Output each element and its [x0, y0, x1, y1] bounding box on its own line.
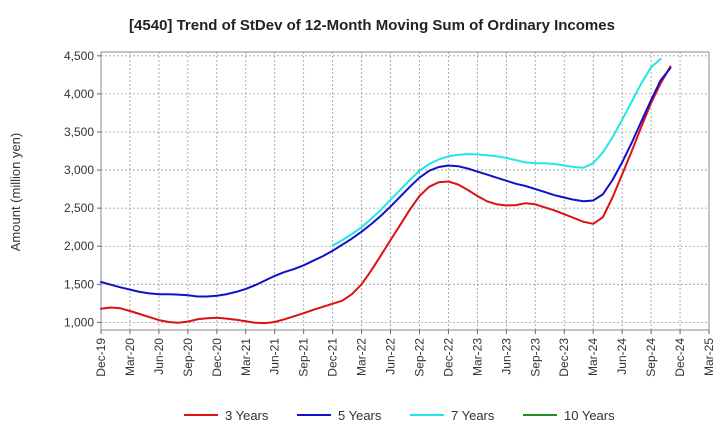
y-tick-label: 4,500	[64, 49, 94, 63]
y-axis-title: Amount (million yen)	[8, 133, 23, 252]
x-tick-label: Sep-24	[644, 338, 658, 377]
x-tick-label: Sep-20	[181, 338, 195, 377]
x-tick-label: Mar-23	[470, 338, 484, 376]
series-line-7-years	[331, 57, 662, 247]
x-tick-label: Mar-24	[586, 338, 600, 376]
x-tick-label: Jun-20	[152, 338, 166, 375]
y-tick-label: 3,000	[64, 163, 94, 177]
y-tick-label: 4,000	[64, 87, 94, 101]
legend: 3 Years 5 Years 7 Years 10 Years	[184, 408, 615, 423]
x-tick-label: Jun-24	[615, 338, 629, 375]
x-tick-label: Sep-21	[297, 338, 311, 377]
legend-label: 5 Years	[338, 408, 382, 423]
x-tick-label: Mar-20	[123, 338, 137, 376]
legend-label: 7 Years	[451, 408, 495, 423]
y-tick-label: 2,000	[64, 239, 94, 253]
y-tick-label: 1,000	[64, 315, 94, 329]
x-tick-label: Dec-19	[94, 338, 108, 377]
x-tick-label: Jun-23	[499, 338, 513, 375]
x-tick-label: Sep-22	[412, 338, 426, 377]
x-tick-label: Mar-22	[355, 338, 369, 376]
y-tick-label: 2,500	[64, 201, 94, 215]
x-tick-label: Sep-23	[528, 338, 542, 377]
x-tick-label: Dec-24	[673, 338, 687, 377]
series-line-5-years	[100, 67, 672, 298]
grid-lines	[101, 52, 709, 330]
x-tick-label: Dec-23	[557, 338, 571, 377]
y-axis-ticks: 1,000 1,500 2,000 2,500 3,000 3,500 4,000 4,500	[64, 49, 101, 329]
chart-title: [4540] Trend of StDev of 12-Month Moving…	[129, 17, 615, 34]
x-tick-label: Mar-21	[239, 338, 253, 376]
series-group	[100, 57, 672, 325]
x-tick-label: Dec-20	[210, 338, 224, 377]
x-tick-label: Jun-21	[268, 338, 282, 375]
y-tick-label: 1,500	[64, 277, 94, 291]
x-tick-label: Mar-25	[702, 338, 716, 376]
x-tick-label: Jun-22	[384, 338, 398, 375]
x-axis-ticks: Dec-19 Mar-20 Jun-20 Sep-20 Dec-20 Mar-21 Jun-…	[94, 330, 716, 377]
legend-label: 10 Years	[564, 408, 615, 423]
x-tick-label: Dec-22	[441, 338, 455, 377]
series-line-3-years	[100, 65, 672, 325]
y-tick-label: 3,500	[64, 125, 94, 139]
legend-label: 3 Years	[225, 408, 269, 423]
x-tick-label: Dec-21	[326, 338, 340, 377]
